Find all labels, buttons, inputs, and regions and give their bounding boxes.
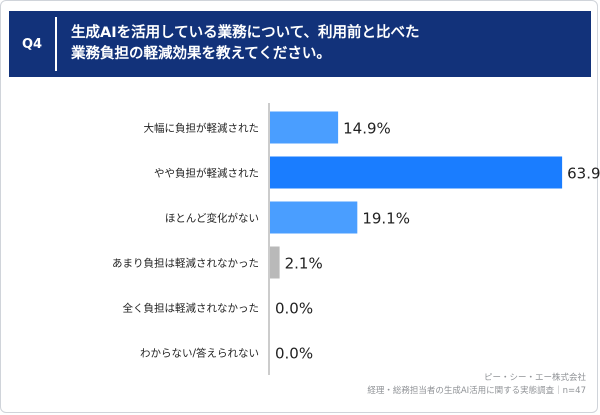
- category-label: 全く負担は軽減されなかった: [123, 302, 260, 315]
- header-divider: [55, 17, 57, 71]
- category-label: 大幅に負担が軽減された: [144, 122, 260, 135]
- bar: [270, 111, 339, 144]
- question-title: 生成AIを活用している業務について、利用前と比べた 業務負担の軽減効果を教えてく…: [71, 23, 571, 65]
- data-label: 2.1%: [285, 255, 323, 273]
- data-label: 63.9%: [567, 165, 600, 183]
- question-number: Q4: [21, 36, 43, 52]
- question-header: Q4 生成AIを活用している業務について、利用前と比べた 業務負担の軽減効果を教…: [9, 11, 591, 77]
- data-label: 19.1%: [362, 210, 410, 228]
- source-note: ピー・シー・エー株式会社 経理・総務担当者の生成AI活用に関する実態調査｜n=4…: [367, 372, 586, 398]
- data-label: 0.0%: [275, 345, 313, 363]
- category-label: ほとんど変化がない: [165, 212, 259, 225]
- category-label: わからない/答えられない: [140, 347, 259, 360]
- bar: [270, 201, 358, 234]
- category-label: やや負担が軽減された: [154, 167, 259, 180]
- category-label: あまり負担は軽減されなかった: [112, 257, 259, 270]
- bar: [270, 246, 280, 279]
- bar: [270, 156, 563, 189]
- source-survey: 経理・総務担当者の生成AI活用に関する実態調査｜n=47: [367, 386, 586, 396]
- question-title-line-2: 業務負担の軽減効果を教えてください。: [71, 46, 331, 62]
- source-company: ピー・シー・エー株式会社: [483, 373, 586, 383]
- data-label: 14.9%: [343, 120, 391, 138]
- data-label: 0.0%: [275, 300, 313, 318]
- question-title-line-1: 生成AIを活用している業務について、利用前と比べた: [71, 25, 420, 41]
